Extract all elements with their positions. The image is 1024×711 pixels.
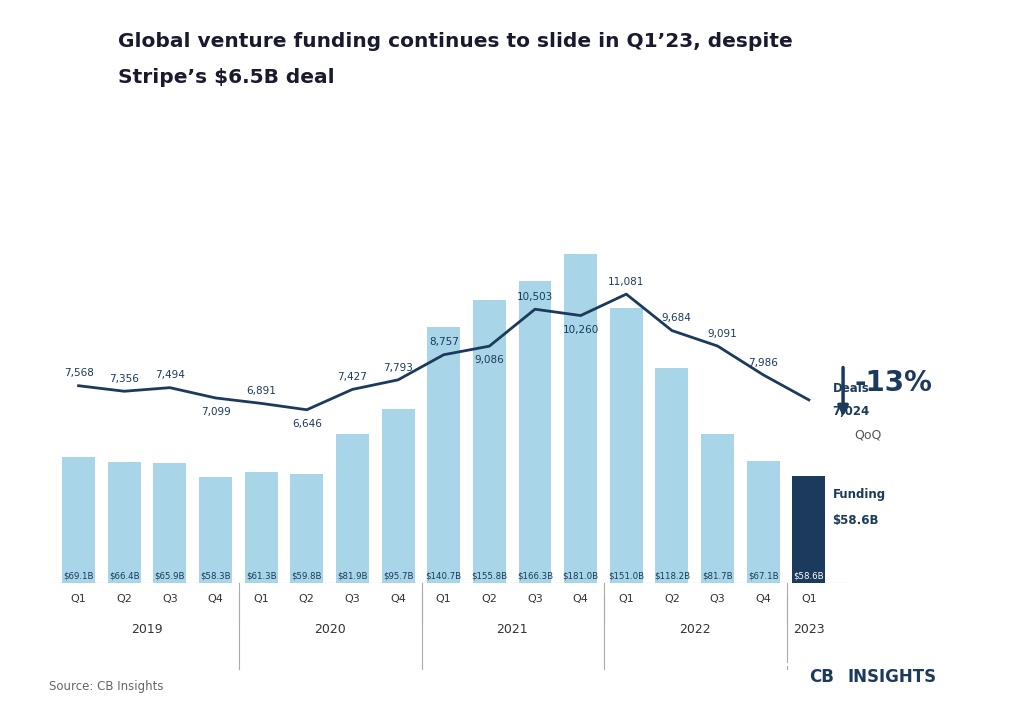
Bar [62, 457, 95, 583]
Text: Q4: Q4 [390, 594, 406, 604]
Text: Q1: Q1 [436, 594, 452, 604]
Text: $81.7B: $81.7B [702, 572, 733, 580]
Text: Q3: Q3 [710, 594, 725, 604]
Text: $65.9B: $65.9B [155, 572, 185, 580]
Bar [154, 463, 186, 583]
Bar [108, 462, 140, 583]
Text: Q2: Q2 [664, 594, 680, 604]
Bar [57, 25, 97, 66]
Text: 2019: 2019 [131, 623, 163, 636]
Text: Deals: Deals [833, 382, 869, 395]
Text: $58.3B: $58.3B [201, 572, 230, 580]
Text: $69.1B: $69.1B [63, 572, 94, 580]
Bar [564, 254, 597, 583]
Bar [610, 309, 643, 583]
Text: Q2: Q2 [481, 594, 498, 604]
Text: Q2: Q2 [299, 594, 314, 604]
Text: $61.3B: $61.3B [246, 572, 276, 580]
Text: Q4: Q4 [572, 594, 589, 604]
Text: 2023: 2023 [793, 623, 824, 636]
Text: 7,356: 7,356 [110, 374, 139, 384]
Bar [701, 434, 734, 583]
Text: 7,099: 7,099 [201, 407, 230, 417]
Text: Q2: Q2 [117, 594, 132, 604]
Text: 9,091: 9,091 [708, 328, 737, 338]
Bar [793, 476, 825, 583]
Text: 7,986: 7,986 [749, 358, 778, 368]
Text: Q4: Q4 [756, 594, 771, 604]
Text: $166.3B: $166.3B [517, 572, 553, 580]
Text: Q3: Q3 [344, 594, 360, 604]
Text: $81.9B: $81.9B [337, 572, 368, 580]
Bar [655, 368, 688, 583]
Text: QoQ: QoQ [854, 429, 882, 442]
Text: $66.4B: $66.4B [109, 572, 139, 580]
Text: $58.6B: $58.6B [833, 514, 879, 527]
Text: Stripe’s $6.5B deal: Stripe’s $6.5B deal [118, 68, 335, 87]
Text: $58.6B: $58.6B [794, 572, 824, 580]
Text: Q3: Q3 [162, 594, 178, 604]
Text: $155.8B: $155.8B [471, 572, 508, 580]
Text: Q1: Q1 [71, 594, 86, 604]
Text: 9,684: 9,684 [662, 314, 691, 324]
Text: Global venture funding continues to slide in Q1’23, despite: Global venture funding continues to slid… [118, 32, 793, 51]
Text: Q1: Q1 [253, 594, 269, 604]
Text: $151.0B: $151.0B [608, 572, 644, 580]
Text: Funding: Funding [833, 488, 886, 501]
Text: 8,757: 8,757 [429, 338, 459, 348]
Text: Q1: Q1 [618, 594, 634, 604]
Bar [291, 474, 324, 583]
Text: Q1: Q1 [801, 594, 817, 604]
Text: Source: CB Insights: Source: CB Insights [49, 680, 164, 693]
Bar [518, 281, 552, 583]
Bar [473, 299, 506, 583]
Text: Q3: Q3 [527, 594, 543, 604]
Bar [754, 663, 799, 693]
Text: 7,427: 7,427 [338, 372, 368, 382]
Text: $59.8B: $59.8B [292, 572, 322, 580]
Text: 9,086: 9,086 [474, 356, 504, 365]
Text: 6,646: 6,646 [292, 419, 322, 429]
Text: 2021: 2021 [497, 623, 528, 636]
Text: $67.1B: $67.1B [748, 572, 778, 580]
Text: 10,503: 10,503 [517, 292, 553, 302]
Bar [382, 409, 415, 583]
Text: -13%: -13% [854, 369, 933, 397]
Text: $95.7B: $95.7B [383, 572, 414, 580]
Text: $181.0B: $181.0B [562, 572, 599, 580]
Text: Q4: Q4 [208, 594, 223, 604]
Text: 6,891: 6,891 [246, 386, 276, 396]
Text: 11,081: 11,081 [608, 277, 644, 287]
Text: 7,024: 7,024 [833, 405, 869, 418]
Bar [245, 471, 278, 583]
Bar [336, 434, 369, 583]
Text: 10,260: 10,260 [562, 326, 599, 336]
Text: $140.7B: $140.7B [426, 572, 462, 580]
Text: 7,568: 7,568 [63, 368, 93, 378]
Text: $118.2B: $118.2B [654, 572, 690, 580]
Text: 2022: 2022 [679, 623, 711, 636]
Bar [746, 461, 779, 583]
Text: CB: CB [809, 668, 834, 686]
Bar [427, 327, 460, 583]
Text: 7,494: 7,494 [155, 370, 184, 380]
Text: 2020: 2020 [313, 623, 345, 636]
Bar [199, 477, 232, 583]
Text: 7,793: 7,793 [383, 363, 413, 373]
Text: INSIGHTS: INSIGHTS [848, 668, 937, 686]
